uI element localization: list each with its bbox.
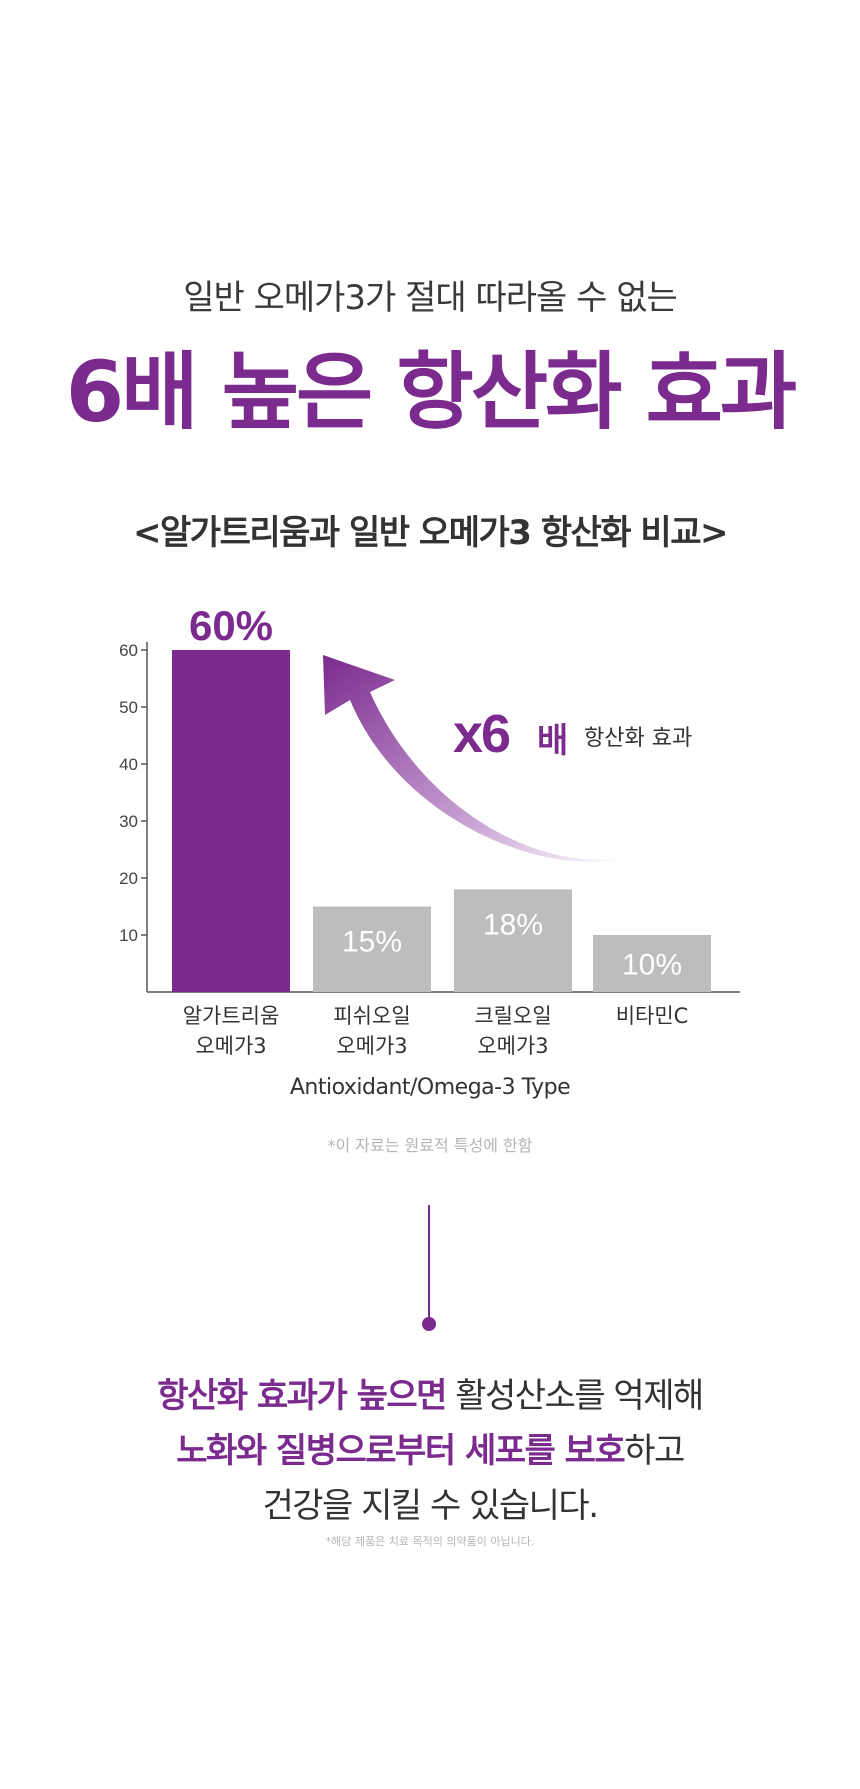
x-category-label: 피쉬오일 <box>333 1004 410 1028</box>
message-line-2: 노화와 질병으로부터 세포를 보호하고 <box>0 1423 860 1472</box>
bar-value-label: 15% <box>342 926 402 959</box>
subtitle: 일반 오메가3가 절대 따라올 수 없는 <box>183 278 678 318</box>
annotation-unit: 배 <box>537 721 568 761</box>
connector-line <box>428 1205 430 1323</box>
curved-arrow-icon <box>323 655 630 862</box>
y-tick-label: 30 <box>119 812 138 831</box>
x-category-label: 알가트리움 <box>183 1004 280 1028</box>
annotation-multiplier: x6 <box>453 704 510 764</box>
message-text-1: 활성산소를 억제해 <box>445 1376 704 1416</box>
y-tick-label: 60 <box>119 641 138 660</box>
chart-bars: 60% 15% 18% 10% <box>172 602 711 992</box>
y-tick-label: 10 <box>119 926 138 945</box>
x-category-label: 비타민C <box>616 1004 689 1028</box>
bar <box>454 889 572 992</box>
x-category-label: 오메가3 <box>477 1034 548 1058</box>
headline: 6배 높은 항산화 효과 <box>65 343 797 441</box>
y-tick-label: 50 <box>119 698 138 717</box>
x-axis-label: Antioxidant/Omega-3 Type <box>289 1075 571 1100</box>
bar-chart: 10 20 30 40 50 60 60% 15% 18% 10% x6 배 항산화 효과 알가… <box>119 602 740 1058</box>
y-tick-label: 40 <box>119 755 138 774</box>
bar-value-label: 60% <box>189 602 273 649</box>
message-text-2: 하고 <box>624 1431 685 1471</box>
chart-title: <알가트리움과 일반 오메가3 항산화 비교> <box>133 513 728 553</box>
bar <box>313 906 431 992</box>
x-category-label: 오메가3 <box>195 1034 266 1058</box>
growth-arrow <box>323 655 630 862</box>
chart-footnote: *이 자료는 원료적 특성에 한함 <box>327 1136 533 1155</box>
bar <box>172 650 290 992</box>
message-line-1: 항산화 효과가 높으면 활성산소를 억제해 <box>0 1368 860 1417</box>
bar <box>593 935 711 992</box>
bottom-disclaimer: *해당 제품은 치료 목적의 의약품이 아닙니다. <box>325 1535 535 1548</box>
message-line-3: 건강을 지킬 수 있습니다. <box>262 1486 599 1526</box>
bar-value-label: 10% <box>622 949 682 982</box>
connector-dot <box>422 1317 436 1331</box>
chart-annotation: x6 배 항산화 효과 <box>453 704 692 764</box>
message-highlight-1: 항산화 효과가 높으면 <box>157 1376 447 1416</box>
y-tick-label: 20 <box>119 869 138 888</box>
annotation-text: 항산화 효과 <box>584 726 692 751</box>
message-highlight-2: 노화와 질병으로부터 세포를 보호 <box>176 1431 625 1471</box>
bar-value-label: 18% <box>483 908 543 941</box>
x-category-label: 크릴오일 <box>474 1004 551 1028</box>
x-category-label: 오메가3 <box>336 1034 407 1058</box>
